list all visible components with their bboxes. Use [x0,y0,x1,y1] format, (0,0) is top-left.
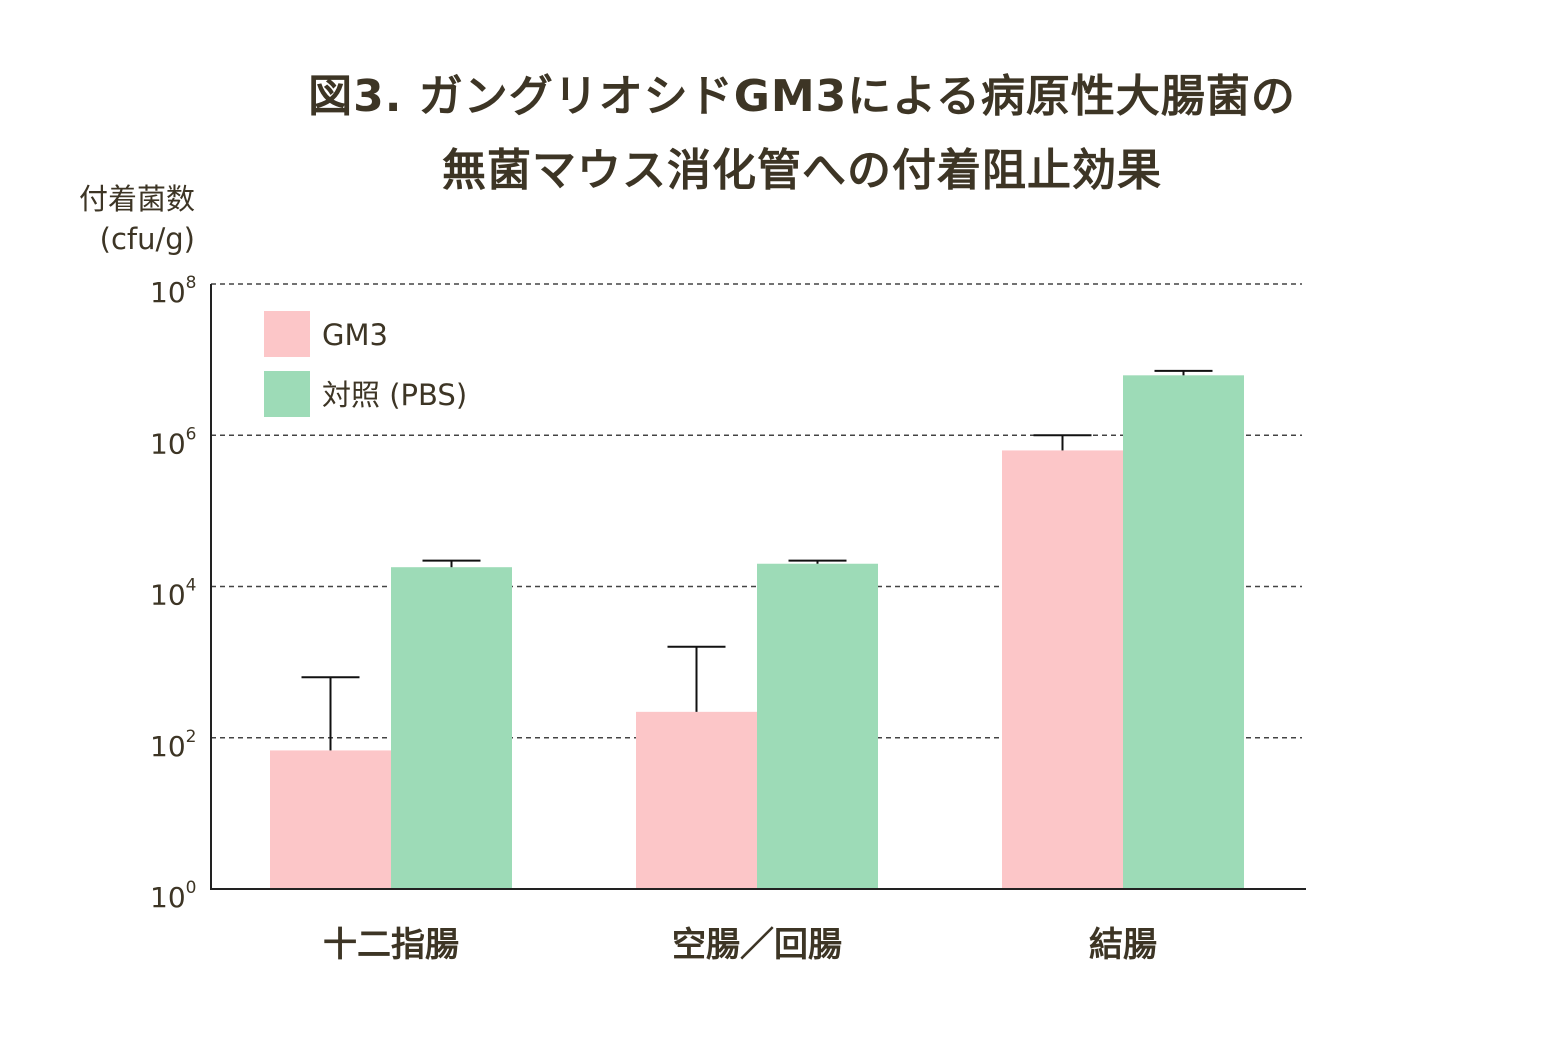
legend-swatch [264,371,310,417]
y-tick-label: 104 [150,576,196,612]
legend-label: GM3 [322,318,388,352]
y-axis-label-line-1: 付着菌数 [78,182,195,216]
legend-label: 対照 (PBS) [322,378,467,412]
x-category-label: 空腸／回腸 [672,925,842,965]
bar [1123,375,1244,888]
y-tick-label: 108 [150,273,196,309]
y-axis-label-line-2: (cfu/g) [99,222,195,256]
axes [210,284,1306,890]
x-category-label: 十二指腸 [323,925,459,965]
x-category-label: 結腸 [1089,925,1157,965]
y-tick-labels: 100 102 104 106 108 [150,273,196,914]
legend-swatch [264,311,310,357]
y-tick-label: 100 [150,878,196,914]
bars [270,375,1244,888]
bar [636,711,757,888]
bar [270,750,391,888]
error-bars [301,369,1213,751]
chart-title-line-2: 無菌マウス消化管への付着阻止効果 [442,145,1162,196]
bar [757,563,878,888]
y-tick-label: 102 [150,727,196,763]
y-tick-label: 106 [150,424,196,460]
bar [1002,450,1123,888]
bar [391,567,512,888]
legend: GM3 対照 (PBS) [264,311,467,417]
chart-title-line-1: 図3. ガングリオシドGM3による病原性大腸菌の [308,71,1296,122]
x-category-labels: 十二指腸 空腸／回腸 結腸 [323,925,1157,965]
